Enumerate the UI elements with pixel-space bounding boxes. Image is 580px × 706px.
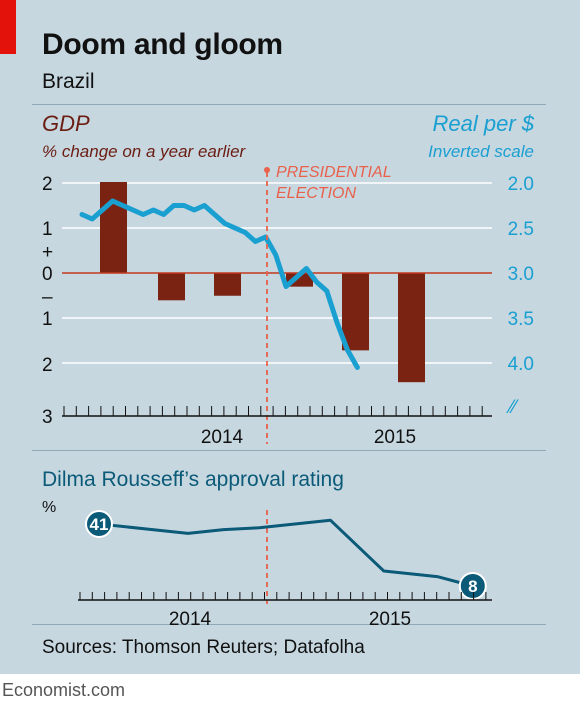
gdp-series-subtitle: % change on a year earlier: [42, 142, 247, 161]
gdp-bar: [100, 182, 127, 273]
real-series-title: Real per $: [432, 111, 534, 136]
gdp-bar: [158, 273, 185, 301]
left-tick-label: –: [42, 287, 53, 308]
right-tick-label: 3.0: [508, 264, 534, 285]
approval-end-marker-label: 8: [468, 577, 477, 596]
divider-middle: [32, 450, 546, 451]
left-tick-label: 2: [42, 174, 53, 195]
right-axis-ticks: 2.0 2.5 3.0 3.5 4.0: [508, 174, 534, 375]
real-per-dollar-line: [79, 198, 360, 370]
election-marker-dot: [264, 167, 270, 173]
gdp-bars: [100, 182, 425, 383]
gdp-x-label-2014: 2014: [201, 427, 244, 448]
left-tick-label: 3: [42, 407, 53, 428]
sources-note: Sources: Thomson Reuters; Datafolha: [42, 637, 365, 658]
approval-x-label-2015: 2015: [369, 609, 411, 630]
right-tick-label: 2.5: [508, 219, 534, 240]
approval-x-ticks: [79, 592, 487, 600]
election-label-line1: PRESIDENTIAL: [276, 164, 392, 181]
approval-start-marker: [85, 510, 113, 538]
election-label-line2: ELECTION: [276, 185, 356, 202]
chart-subtitle: Brazil: [42, 70, 95, 93]
gdp-chart: GDP % change on a year earlier Real per …: [42, 111, 535, 448]
approval-end-marker: [458, 572, 487, 600]
right-tick-label: 4.0: [508, 354, 534, 375]
approval-end-markers: 41 8: [85, 510, 487, 600]
brand-red-tab: [0, 0, 16, 54]
chart-svg: GDP % change on a year earlier Real per …: [42, 111, 535, 630]
approval-x-label-2014: 2014: [169, 609, 212, 630]
approval-title: Dilma Rousseff’s approval rating: [42, 468, 344, 491]
chart-title: Doom and gloom: [42, 28, 283, 61]
divider-top: [32, 104, 546, 105]
left-tick-label: 1: [42, 309, 53, 330]
gdp-bar: [398, 273, 425, 383]
right-tick-label: 3.5: [508, 309, 534, 330]
approval-unit: %: [42, 499, 56, 516]
gdp-x-ticks: [63, 406, 483, 416]
brand-label: Economist.com: [2, 680, 126, 700]
approval-line: [98, 518, 474, 588]
left-tick-label: 1: [42, 219, 53, 240]
left-tick-label: 0: [42, 264, 53, 285]
gdp-bar: [342, 273, 369, 351]
axis-break-icon: ⁄⁄: [506, 397, 519, 418]
approval-chart: Dilma Rousseff’s approval rating % 41 8 2…: [42, 468, 492, 630]
gdp-x-label-2015: 2015: [374, 427, 416, 448]
divider-bottom: [32, 624, 546, 625]
chart-panel: [0, 0, 580, 674]
left-tick-label: 2: [42, 355, 53, 376]
gdp-bar: [214, 273, 241, 296]
gdp-series-title: GDP: [42, 111, 90, 136]
left-tick-label: +: [42, 242, 53, 263]
right-tick-label: 2.0: [508, 174, 534, 195]
approval-start-marker-label: 41: [90, 515, 109, 534]
real-series-subtitle: Inverted scale: [428, 142, 534, 161]
left-axis-ticks: 21+0–123: [42, 174, 53, 428]
